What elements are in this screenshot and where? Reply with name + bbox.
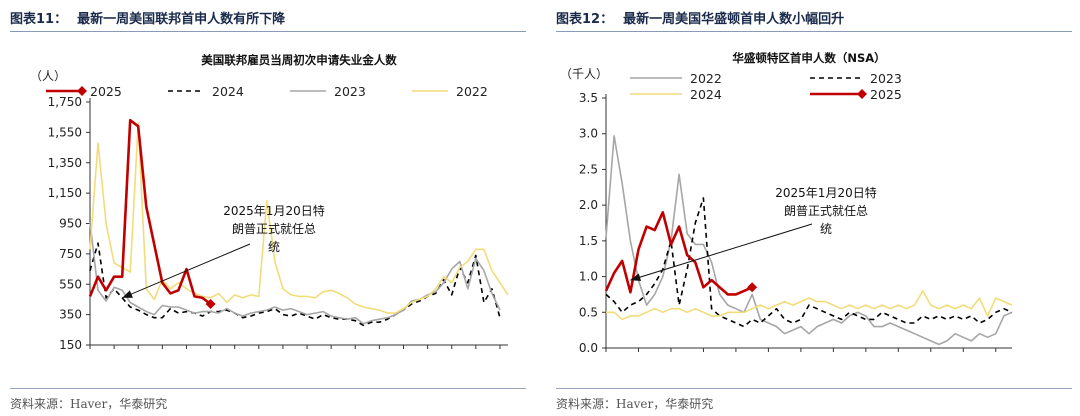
y-tick-label: 1,550 xyxy=(48,125,82,139)
annotation-text: 统 xyxy=(268,240,280,254)
annotation-text: 朗普正式就任总 xyxy=(784,204,868,218)
x-tick-label: 31 xyxy=(324,352,339,354)
y-tick-label: 550 xyxy=(59,277,82,291)
legend-label-2023: 2023 xyxy=(870,71,902,86)
series-line-2024 xyxy=(606,290,1013,321)
annotation-text: 统 xyxy=(820,222,832,236)
x-tick-label: 22 xyxy=(251,352,266,354)
x-tick-label: 4 xyxy=(110,352,118,354)
x-tick-label: 34 xyxy=(348,352,363,354)
annotation-text: 2025年1月20日特 xyxy=(223,203,324,218)
legend-label-2023: 2023 xyxy=(334,84,366,99)
y-tick-label: 1.0 xyxy=(579,270,598,284)
y-tick-label: 3.5 xyxy=(579,91,598,105)
series-line-2022 xyxy=(89,122,509,314)
figure-title-text: 最新一周美国华盛顿首申人数小幅回升 xyxy=(623,12,845,27)
x-tick-label: 10 xyxy=(155,352,170,354)
title-rule xyxy=(10,31,526,32)
x-tick-label: 16 xyxy=(203,352,218,354)
annotation-arrow-head xyxy=(630,273,642,282)
x-tick-label: 7 xyxy=(134,352,142,354)
x-tick-label: 37 xyxy=(372,352,387,354)
y-tick-label: 3.0 xyxy=(579,127,598,141)
dc-claims-chart: 华盛顿特区首申人数（NSA） （千人） 0.0 0.5 1.0 1.5 2.0 2.5 3.0 3… xyxy=(560,51,1013,354)
legend-marker-2025 xyxy=(77,86,87,96)
footer-rule xyxy=(556,388,1072,389)
y-tick-label: 1,350 xyxy=(48,156,82,170)
x-tick-label: 28 xyxy=(299,352,314,354)
legend-label-2022: 2022 xyxy=(456,84,488,99)
y-tick-label: 1,750 xyxy=(48,95,82,109)
annotation-arrow-line xyxy=(121,243,251,299)
y-tick-label: 0.0 xyxy=(579,341,598,354)
annotation-arrow-head xyxy=(122,290,133,298)
chart-title: 华盛顿特区首申人数（NSA） xyxy=(732,51,885,65)
title-rule xyxy=(556,31,1072,32)
x-tick-label: 49 xyxy=(468,352,483,354)
footer-rule xyxy=(10,388,526,389)
source-note: 资料来源：Haver，华泰研究 xyxy=(10,397,168,411)
y-tick-label: 950 xyxy=(59,217,82,231)
figure-panel-11: 图表11： 最新一周美国联邦首申人数有所下降 美国联邦雇员当周初次申请失业金人数 （… xyxy=(10,0,530,416)
last-point-marker-2025 xyxy=(747,282,758,293)
source-note: 资料来源：Haver，华泰研究 xyxy=(556,397,714,411)
x-tick-label: 43 xyxy=(420,352,435,354)
y-tick-label: 0.5 xyxy=(579,305,598,319)
unit-label: （千人） xyxy=(560,67,608,81)
series-line-2025 xyxy=(604,211,753,296)
y-tick-label: 2.0 xyxy=(579,198,598,212)
annotation-text: 2025年1月20日特 xyxy=(775,185,876,200)
legend-label-2022: 2022 xyxy=(690,71,722,86)
legend-marker-2025 xyxy=(857,89,867,99)
x-tick-label: 13 xyxy=(179,352,194,354)
x-tick-label: 52 xyxy=(492,352,507,354)
federal-claims-chart: 美国联邦雇员当周初次申请失业金人数 （人） 150 350 550 750 950 1,150… xyxy=(30,53,509,354)
legend-label-2024: 2024 xyxy=(212,84,244,99)
figure-number: 图表12： xyxy=(556,12,614,27)
last-point-marker-2025 xyxy=(205,298,216,309)
y-tick-label: 750 xyxy=(59,247,82,261)
series-line-2022 xyxy=(605,135,1013,346)
y-tick-label: 1.5 xyxy=(579,234,598,248)
x-tick-label: 19 xyxy=(227,352,242,354)
x-tick-label: 1 xyxy=(86,352,94,354)
annotation-arrow-line xyxy=(630,223,813,281)
annotation-text: 朗普正式就任总 xyxy=(232,222,316,236)
series-line-2025 xyxy=(88,118,212,306)
series-line-2023 xyxy=(605,197,1013,328)
x-tick-label: 40 xyxy=(396,352,411,354)
legend-label-2025: 2025 xyxy=(90,84,122,99)
x-tick-label: 46 xyxy=(444,352,459,354)
series-line-2024 xyxy=(89,242,501,327)
legend-label-2025: 2025 xyxy=(870,87,902,102)
figure-number: 图表11： xyxy=(10,12,68,27)
y-tick-label: 1,150 xyxy=(48,186,82,200)
unit-label: （人） xyxy=(30,69,66,83)
y-tick-label: 150 xyxy=(59,338,82,352)
chart-title: 美国联邦雇员当周初次申请失业金人数 xyxy=(201,53,397,67)
figure-title: 图表11： 最新一周美国联邦首申人数有所下降 xyxy=(10,8,285,27)
figure-title: 图表12： 最新一周美国华盛顿首申人数小幅回升 xyxy=(556,8,844,27)
y-tick-label: 2.5 xyxy=(579,162,598,176)
figure-panel-12: 图表12： 最新一周美国华盛顿首申人数小幅回升 华盛顿特区首申人数（NSA） （千人… xyxy=(556,0,1076,416)
x-tick-label: 25 xyxy=(275,352,290,354)
y-tick-label: 350 xyxy=(59,308,82,322)
legend-label-2024: 2024 xyxy=(690,87,722,102)
figure-title-text: 最新一周美国联邦首申人数有所下降 xyxy=(77,12,286,27)
